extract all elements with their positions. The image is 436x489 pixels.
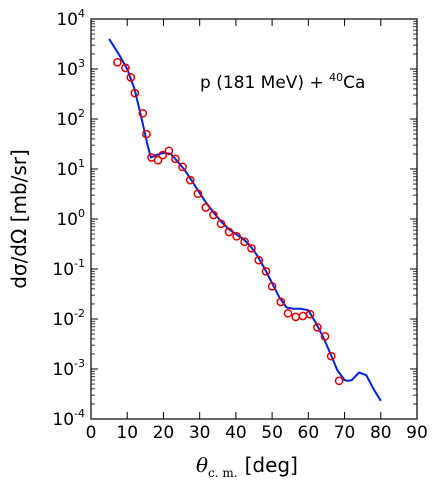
data-point <box>313 323 322 332</box>
data-point <box>185 175 195 185</box>
reaction-annotation: p (181 MeV) + 40Ca <box>200 71 365 93</box>
y-tick-label: 100 <box>56 207 85 230</box>
data-point <box>130 88 140 98</box>
annotation-mass-number: 40 <box>329 71 343 84</box>
data-point <box>178 162 187 172</box>
data-point <box>267 281 277 291</box>
y-tick-label: 104 <box>56 7 85 30</box>
data-point <box>153 155 163 165</box>
x-tick-label: 30 <box>189 423 211 443</box>
y-tick-labels: 10-4 10-3 10-2 10-1 100 101 102 103 104 <box>52 7 85 430</box>
data-point <box>164 146 174 156</box>
data-point <box>326 351 336 361</box>
y-tick-label: 103 <box>56 57 85 80</box>
y-axis-title: dσ/dΩ [mb/sr] <box>7 149 31 289</box>
data-point <box>193 189 203 199</box>
y-tick-label: 10-4 <box>52 407 85 430</box>
data-point <box>142 129 151 139</box>
x-tick-labels: 0 10 20 30 40 50 60 70 80 90 <box>86 423 428 443</box>
calculation-curves <box>108 38 382 402</box>
data-point <box>283 308 293 318</box>
x-tick-label: 50 <box>261 423 283 443</box>
x-tick-label: 70 <box>334 423 356 443</box>
x-tick-label: 0 <box>86 423 97 443</box>
x-tick-label: 10 <box>116 423 138 443</box>
data-point <box>305 309 315 319</box>
data-point <box>320 331 330 341</box>
data-point <box>158 150 168 160</box>
data-point <box>171 154 180 164</box>
x-axis-unit: [deg] <box>245 453 298 477</box>
data-point <box>138 108 148 118</box>
axis-ticks <box>90 18 418 420</box>
y-tick-label: 102 <box>56 107 85 130</box>
data-points <box>113 57 344 386</box>
data-point <box>201 203 211 212</box>
data-point <box>261 266 271 276</box>
series-line <box>108 38 382 402</box>
data-point <box>232 231 241 241</box>
y-tick-label: 10-3 <box>52 357 85 380</box>
y-tick-label: 10-1 <box>52 257 85 280</box>
data-point <box>276 297 286 307</box>
x-tick-label: 40 <box>225 423 247 443</box>
data-point <box>216 219 226 229</box>
data-point <box>121 63 130 73</box>
x-axis-symbol: θ <box>196 453 208 477</box>
x-axis-title: θc. m. [deg] <box>196 453 298 480</box>
data-point <box>209 210 218 220</box>
x-tick-label: 20 <box>153 423 175 443</box>
data-point <box>247 243 256 253</box>
data-point <box>298 311 308 321</box>
data-point <box>291 312 301 322</box>
data-point <box>224 227 234 237</box>
data-point <box>113 57 122 67</box>
x-tick-label: 80 <box>370 423 392 443</box>
annotation-text: p (181 MeV) + <box>200 73 329 93</box>
data-point <box>240 237 249 247</box>
annotation-nucleus: Ca <box>343 73 365 93</box>
x-tick-label: 90 <box>406 423 428 443</box>
data-point <box>334 376 344 386</box>
data-point <box>254 255 264 265</box>
data-point <box>126 73 136 82</box>
x-tick-label: 60 <box>298 423 320 443</box>
y-tick-label: 10-2 <box>52 307 85 330</box>
y-tick-label: 101 <box>56 157 85 180</box>
x-axis-subscript: c. m. <box>208 466 238 480</box>
